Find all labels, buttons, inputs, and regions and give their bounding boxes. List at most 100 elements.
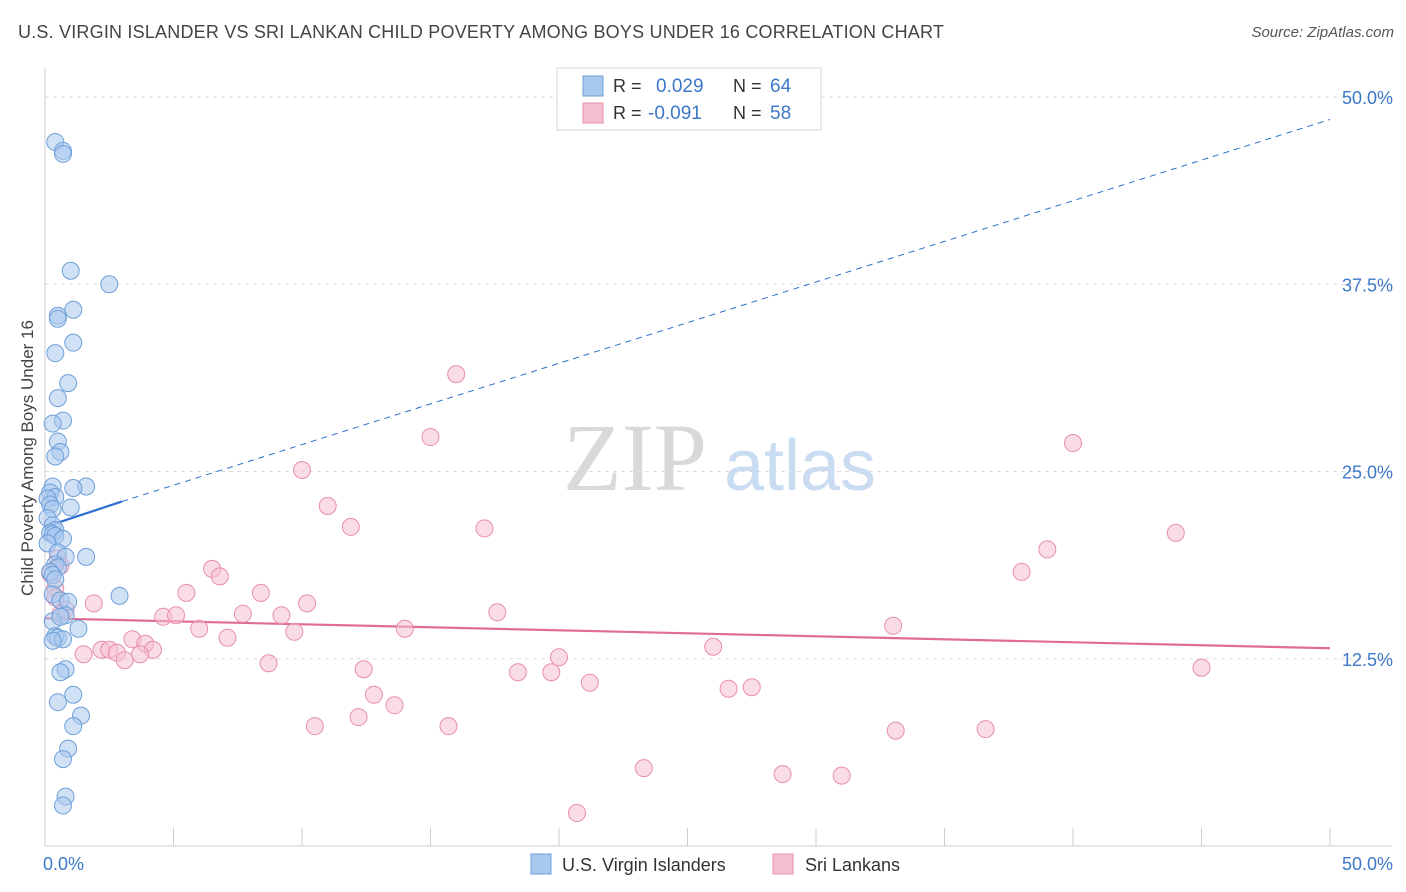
- trend-layer: [44, 118, 1331, 650]
- y-tick-label-1: 25.0%: [1342, 463, 1393, 483]
- source-credit: Source: ZipAtlas.com: [1251, 24, 1394, 41]
- sri-lankan-point-2: [1064, 434, 1082, 453]
- sri-lankan-point-54: [349, 708, 368, 727]
- watermark-atlas: atlas: [724, 426, 876, 506]
- legend-top-r-label-2: R =: [613, 103, 642, 123]
- virgin-islander-point-41: [46, 570, 65, 589]
- legend-top-n-value-1: 64: [770, 76, 792, 97]
- legend-top: R = 0.029 N = 64 R = -0.091 N = 58: [556, 67, 822, 131]
- legend-top-r-value-2: -0.091: [648, 103, 702, 124]
- legend-bottom-label-pink: Sri Lankans: [805, 855, 900, 875]
- virgin-islander-point-16: [46, 447, 65, 466]
- chart-title: U.S. VIRGIN ISLANDER VS SRI LANKAN CHILD…: [18, 22, 945, 42]
- virgin-islander-point-4: [100, 275, 119, 294]
- sri-lankan-point-6: [475, 519, 494, 538]
- sri-lankan-point-58: [976, 720, 995, 739]
- virgin-islander-point-61: [53, 750, 72, 769]
- sri-lankan-point-27: [488, 603, 507, 622]
- x-tick-label-0: 0.0%: [43, 854, 84, 874]
- sri-lankan-point-7: [1166, 523, 1185, 542]
- virgin-islander-point-9: [46, 344, 65, 363]
- sri-lankan-point-41: [115, 651, 134, 670]
- sri-lankan-point-32: [218, 628, 237, 647]
- sri-lankan-point-19: [251, 583, 270, 602]
- sri-lankan-point-4: [318, 496, 337, 515]
- legend-bottom: U.S. Virgin Islanders Sri Lankans: [530, 853, 900, 875]
- sri-lankan-point-55: [305, 717, 324, 736]
- virgin-islander-point-53: [43, 631, 62, 650]
- virgin-islander-point-13: [43, 414, 62, 433]
- virgin-islander-point-56: [64, 685, 83, 704]
- trendline-virgin-islanders-extended: [121, 118, 1331, 502]
- sri-lankan-point-51: [742, 678, 761, 697]
- virgin-islander-point-42: [110, 586, 129, 605]
- sri-lankan-point-53: [385, 696, 404, 715]
- legend-top-n-label-2: N =: [733, 103, 762, 123]
- sri-lankan-point-44: [259, 654, 278, 673]
- watermark-zip: ZIP: [563, 404, 707, 511]
- virgin-islander-point-63: [53, 796, 72, 815]
- virgin-islander-point-5: [64, 300, 83, 319]
- legend-top-n-label-1: N =: [733, 76, 762, 96]
- sri-lankan-point-20: [298, 594, 317, 613]
- sri-lankan-point-18: [177, 583, 196, 602]
- sri-lankan-point-8: [1038, 540, 1057, 559]
- virgin-islander-point-35: [77, 547, 96, 566]
- sri-lankan-point-5: [341, 517, 360, 536]
- virgin-islander-point-48: [51, 607, 70, 626]
- y-tick-label-3: 50.0%: [1342, 88, 1393, 108]
- sri-lankan-point-52: [364, 685, 383, 704]
- virgin-islander-point-55: [51, 663, 70, 682]
- legend-bottom-label-blue: U.S. Virgin Islanders: [562, 855, 726, 875]
- virgin-islander-point-49: [69, 619, 88, 638]
- virgin-islander-point-24: [61, 498, 80, 517]
- virgin-islander-point-11: [48, 389, 67, 408]
- sri-lankan-point-49: [580, 673, 599, 692]
- sri-lankan-point-50: [719, 679, 738, 698]
- y-tick-label-2: 37.5%: [1342, 275, 1393, 295]
- sri-lankan-point-56: [439, 717, 458, 736]
- sri-lankan-point-29: [285, 622, 304, 641]
- virgin-islander-point-7: [48, 309, 67, 328]
- virgin-islander-point-10: [59, 374, 78, 393]
- sri-lankan-point-38: [131, 645, 150, 664]
- sri-lankan-point-3: [293, 461, 311, 480]
- y-tick-label-0: 12.5%: [1342, 650, 1393, 670]
- virgin-islander-point-20: [64, 478, 83, 497]
- sri-lankan-point-30: [395, 619, 414, 638]
- sri-lankan-point-46: [508, 663, 527, 682]
- sri-lankan-point-40: [74, 645, 93, 664]
- sri-lankan-point-24: [167, 606, 186, 625]
- sri-lankan-point-47: [542, 663, 561, 682]
- sri-lankan-point-48: [1192, 658, 1211, 677]
- virgin-islander-point-2: [53, 144, 72, 163]
- sri-lankan-point-42: [704, 637, 723, 656]
- sri-lankan-point-43: [550, 648, 568, 667]
- legend-top-r-value-1: 0.029: [656, 76, 704, 97]
- x-tick-label-1: 50.0%: [1342, 854, 1393, 874]
- watermark: ZIP atlas: [563, 404, 876, 511]
- sri-lankan-point-0: [447, 365, 466, 384]
- sri-lankan-point-17: [84, 594, 103, 613]
- sri-lankan-point-28: [190, 619, 209, 638]
- axes-layer: [44, 68, 1392, 847]
- trendline-sri-lankans: [44, 617, 1331, 650]
- y-axis-label: Child Poverty Among Boys Under 16: [18, 320, 37, 596]
- virgin-islander-point-59: [64, 717, 83, 736]
- sri-lankan-point-62: [567, 804, 586, 823]
- points-layer: [38, 132, 1211, 823]
- legend-top-swatch-blue: [582, 75, 604, 97]
- sri-lankan-point-25: [233, 604, 252, 623]
- sri-lankan-point-14: [210, 567, 229, 586]
- sri-lankan-point-57: [886, 721, 905, 740]
- sri-lankan-point-61: [832, 766, 851, 785]
- legend-bottom-swatch-blue: [530, 853, 552, 875]
- legend-top-r-label-1: R =: [613, 76, 642, 96]
- legend-bottom-swatch-pink: [772, 853, 794, 875]
- sri-lankan-point-26: [272, 606, 291, 625]
- grid-layer: [45, 96, 1392, 660]
- sri-lankan-point-45: [354, 660, 373, 679]
- sri-lankan-point-60: [773, 765, 792, 784]
- legend-top-n-value-2: 58: [770, 103, 791, 124]
